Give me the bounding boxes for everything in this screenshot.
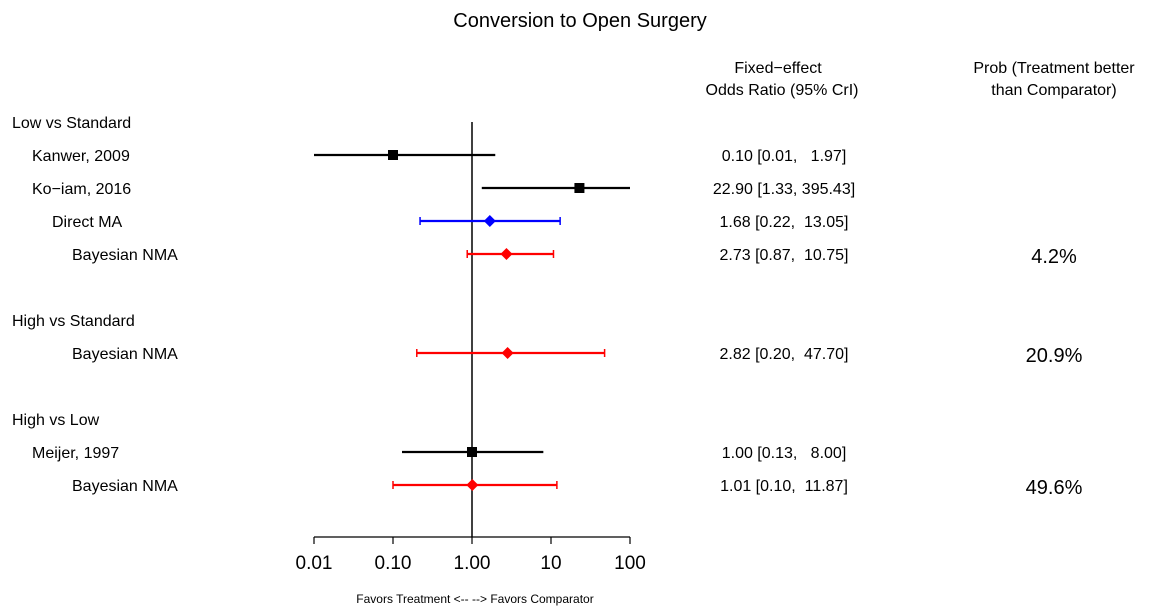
probability-header-line-2: than Comparator) xyxy=(991,82,1116,99)
estimate-text: 1.68 [0.22, 13.05] xyxy=(720,214,849,231)
estimate-text: 2.73 [0.87, 10.75] xyxy=(720,247,849,264)
point-estimate-diamond xyxy=(466,479,479,491)
estimate-text: 2.82 [0.20, 47.70] xyxy=(720,346,849,363)
row-label: Ko−iam, 2016 xyxy=(32,181,131,198)
x-tick-label-0-10: 0.10 xyxy=(375,553,412,574)
rows-layer: Low vs Standard Kanwer, 2009 0.10 [0.01, 1… xyxy=(12,115,1083,537)
group-label-high-vs-low: High vs Low xyxy=(12,412,100,429)
row-label: Bayesian NMA xyxy=(72,346,178,363)
group-label-low-vs-standard: Low vs Standard xyxy=(12,115,131,132)
x-axis: 0.01 0.10 1.00 10 100 xyxy=(296,536,646,574)
probability-text: 49.6% xyxy=(1026,477,1083,499)
point-estimate-diamond xyxy=(501,347,514,359)
point-estimate-diamond xyxy=(483,215,496,227)
estimate-header-line-2: Odds Ratio (95% CrI) xyxy=(706,82,859,99)
x-tick-label-100: 100 xyxy=(614,553,646,574)
row-high-vs-low-bayesian-nma: Bayesian NMA 1.01 [0.10, 11.87] 49.6% xyxy=(72,477,1083,499)
point-estimate-square xyxy=(574,183,585,193)
point-estimate-square xyxy=(467,447,477,457)
row-label: Kanwer, 2009 xyxy=(32,148,130,165)
estimate-header-line-1: Fixed−effect xyxy=(734,60,822,77)
probability-text: 20.9% xyxy=(1026,345,1083,367)
x-tick-label-1-00: 1.00 xyxy=(454,553,491,574)
row-label: Bayesian NMA xyxy=(72,247,178,264)
chart-title: Conversion to Open Surgery xyxy=(453,10,706,32)
x-axis-label: Favors Treatment <-- --> Favors Comparat… xyxy=(356,592,593,606)
row-low-vs-standard-kanwer-2009: Kanwer, 2009 0.10 [0.01, 1.97] xyxy=(32,148,846,165)
estimate-text: 1.01 [0.10, 11.87] xyxy=(720,478,848,495)
row-low-vs-standard-direct-ma: Direct MA 1.68 [0.22, 13.05] xyxy=(52,214,849,231)
row-label: Direct MA xyxy=(52,214,123,231)
row-low-vs-standard-bayesian-nma: Bayesian NMA 2.73 [0.87, 10.75] 4.2% xyxy=(72,246,1077,268)
probability-text: 4.2% xyxy=(1031,246,1077,268)
point-estimate-square xyxy=(388,150,398,160)
row-label: Meijer, 1997 xyxy=(32,445,119,462)
x-tick-label-0-01: 0.01 xyxy=(296,553,333,574)
estimate-text: 0.10 [0.01, 1.97] xyxy=(722,148,847,165)
estimate-text: 22.90 [1.33, 395.43] xyxy=(713,181,855,198)
group-label-high-vs-standard: High vs Standard xyxy=(12,313,135,330)
row-label: Bayesian NMA xyxy=(72,478,178,495)
row-low-vs-standard-ko-iam-2016: Ko−iam, 2016 22.90 [1.33, 395.43] xyxy=(32,181,855,198)
row-high-vs-standard-bayesian-nma: Bayesian NMA 2.82 [0.20, 47.70] 20.9% xyxy=(72,345,1083,367)
point-estimate-diamond xyxy=(500,248,513,260)
estimate-text: 1.00 [0.13, 8.00] xyxy=(722,445,847,462)
row-high-vs-low-meijer-1997: Meijer, 1997 1.00 [0.13, 8.00] xyxy=(32,445,846,462)
probability-header-line-1: Prob (Treatment better xyxy=(973,60,1135,77)
x-tick-label-10: 10 xyxy=(540,553,561,574)
